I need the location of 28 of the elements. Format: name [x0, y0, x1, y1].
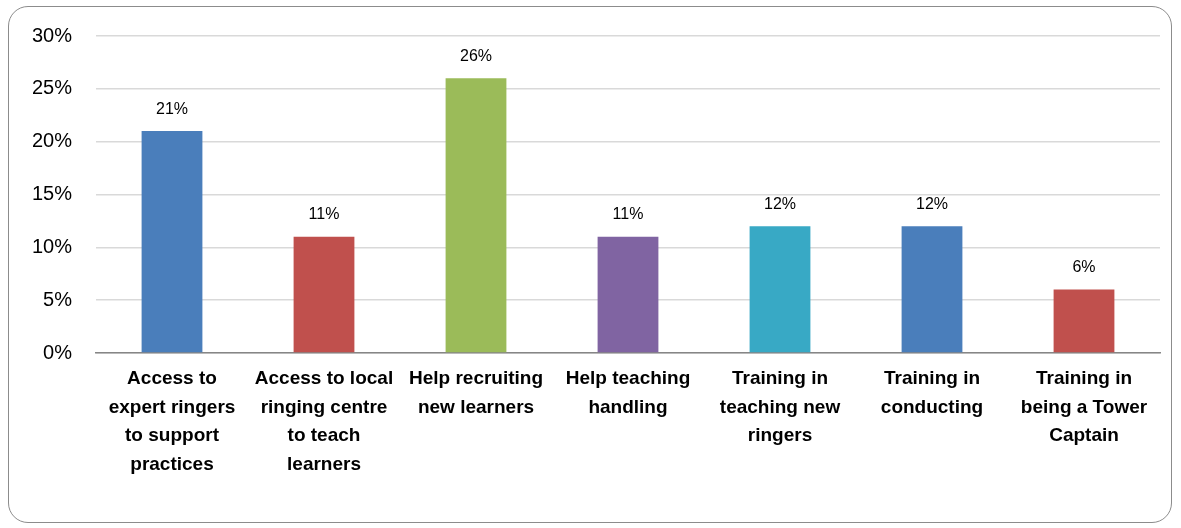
x-tick-label: Help teaching handling: [565, 367, 691, 417]
data-label: 11%: [612, 205, 644, 223]
data-label: 26%: [459, 46, 493, 64]
y-tick-label: 0%: [43, 340, 73, 363]
x-tick-label: Access to expert ringers to support practices: [108, 367, 236, 474]
data-label: 21%: [155, 99, 189, 117]
bar: [901, 226, 963, 353]
x-tick-label: Help recruiting new learners: [408, 367, 544, 417]
y-tick-label: 15%: [31, 182, 73, 205]
y-tick-label: 25%: [31, 76, 73, 99]
y-tick-label: 5%: [43, 287, 73, 310]
bar: [293, 236, 355, 353]
x-tick-label: Training in conducting: [880, 367, 984, 417]
data-label: 12%: [915, 194, 949, 212]
bar: [445, 78, 507, 353]
y-tick-label: 10%: [31, 234, 73, 257]
bar: [597, 236, 659, 353]
bar: [141, 131, 203, 353]
x-tick-label: Access to local ringing centre to teach learners: [254, 367, 394, 474]
bar: [1053, 289, 1115, 353]
y-tick-label: 30%: [31, 23, 73, 46]
data-label: 11%: [308, 205, 340, 223]
y-tick-label: 20%: [31, 129, 73, 152]
data-label: 12%: [763, 194, 797, 212]
data-label: 6%: [1072, 258, 1096, 276]
x-tick-label: Training in teaching new ringers: [719, 367, 841, 446]
x-tick-label: Training in being a Tower Captain: [1020, 367, 1148, 446]
bar: [749, 226, 811, 353]
